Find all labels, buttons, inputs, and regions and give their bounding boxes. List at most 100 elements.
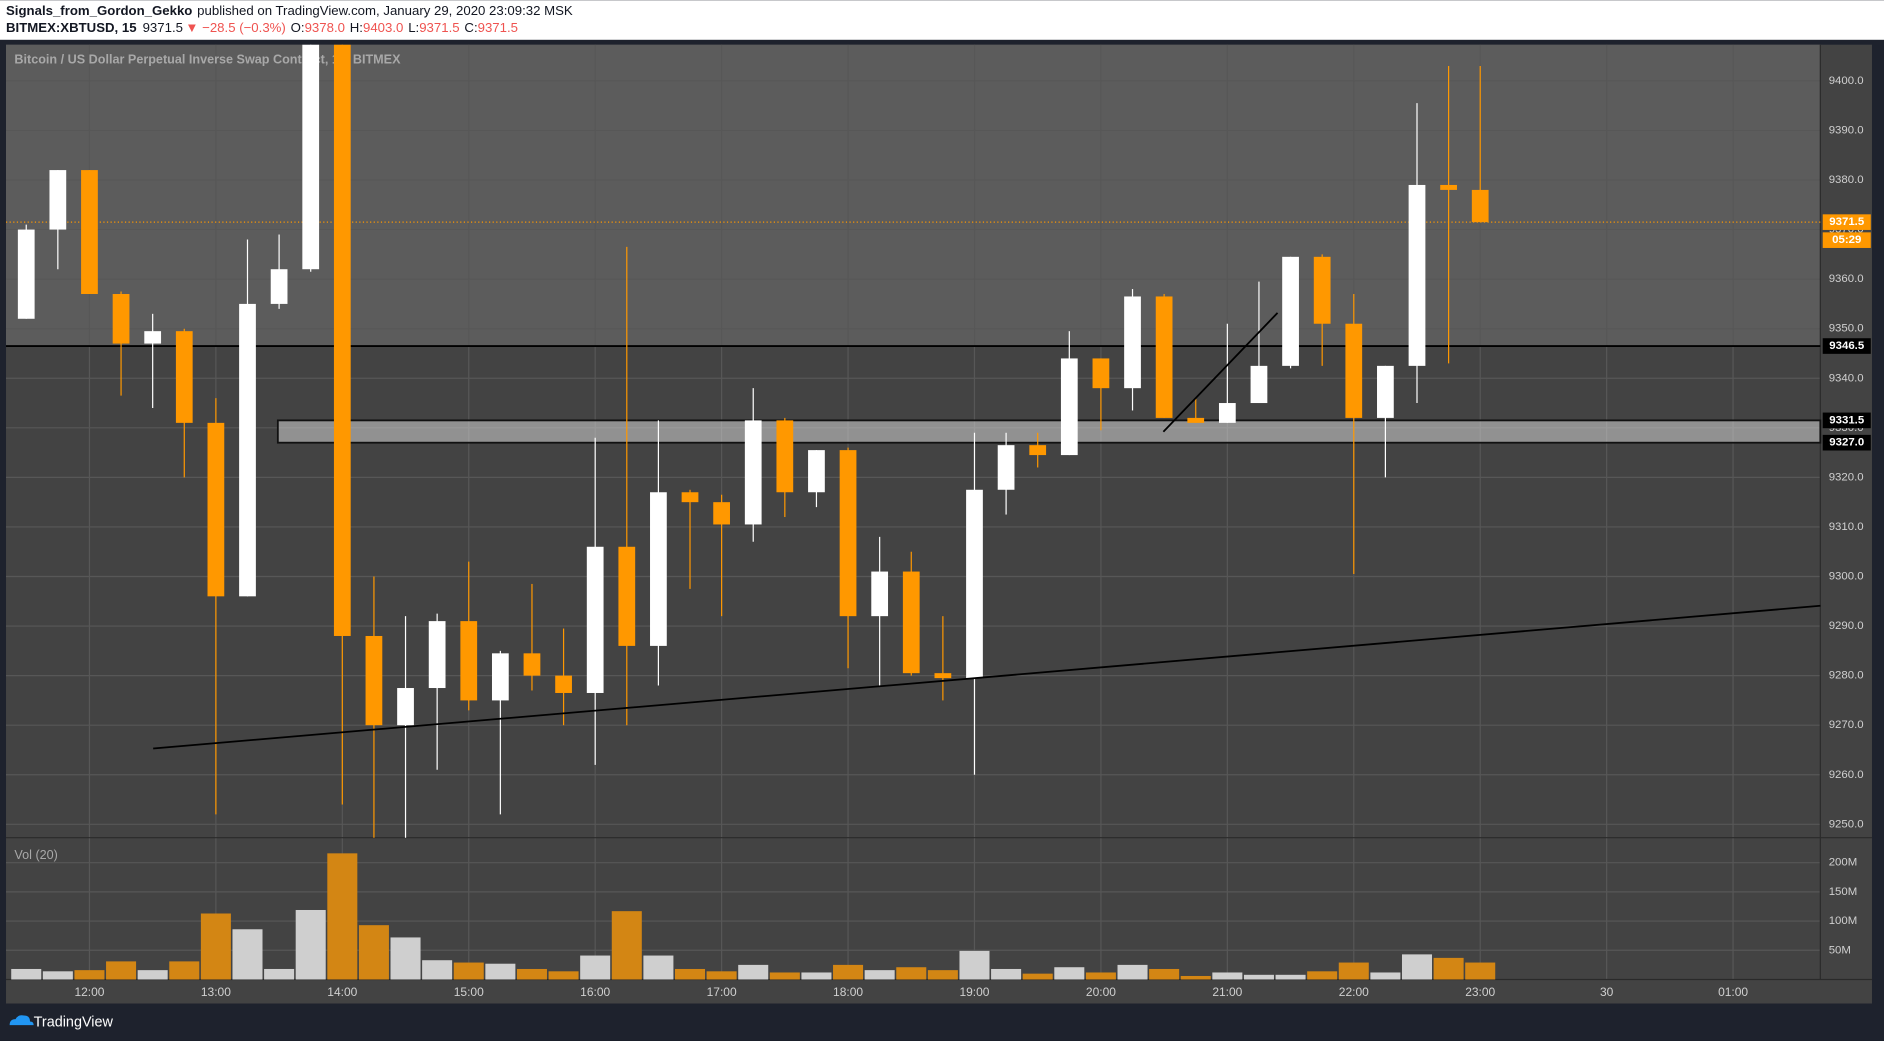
volume-bar [706, 971, 737, 980]
candle-body [302, 44, 320, 270]
volume-bar [453, 962, 484, 980]
volume-tick-label: 200M [1829, 857, 1858, 869]
candle-body [1313, 256, 1331, 324]
change: ▼ −28.5 (−0.3%) [185, 21, 285, 36]
candle-body [428, 621, 446, 689]
close: 9371.5 [478, 21, 518, 36]
x-tick-label: 13:00 [201, 985, 231, 999]
volume-bar [959, 950, 990, 980]
trendline [153, 604, 1821, 750]
candle-body [239, 303, 256, 597]
volume-bar [833, 964, 864, 980]
c-label: C: [464, 21, 477, 36]
volume-bar [1243, 974, 1274, 980]
y-tick-label: 9280.0 [1829, 670, 1864, 682]
price: 9371.5 [143, 21, 183, 36]
volume-bar [327, 853, 358, 980]
horizontal-line-label-bg [1822, 338, 1871, 354]
plot: 12:00 13:00 14:00 15:00 16:00 17:00 18:00 19:00… [6, 44, 1872, 999]
candle-body [1029, 445, 1047, 456]
candle-body [1408, 184, 1426, 366]
candle-body [1282, 256, 1299, 366]
x-tick-label: 16:00 [580, 985, 610, 999]
candle-body [650, 492, 667, 646]
zone [276, 419, 1822, 444]
volume-bar [200, 913, 231, 980]
candle-body [1471, 189, 1489, 223]
candle-body [871, 571, 889, 617]
zone-low-label-bg [1822, 434, 1871, 451]
candle-body [1155, 296, 1173, 418]
volume-bar [232, 929, 263, 980]
volume-bar [358, 925, 389, 980]
header-line-2: BITMEX:XBTUSD, 15 9371.5 ▼ −28.5 (−0.3%) O:… [6, 21, 518, 36]
volume-bar [264, 968, 295, 980]
volume-bar [1401, 954, 1433, 980]
candle-body [966, 489, 983, 679]
volume-tick-label: 100M [1829, 915, 1858, 927]
l-label: L: [408, 21, 419, 36]
candle-body [523, 653, 541, 676]
candle-body [112, 293, 130, 344]
candle-body [175, 331, 193, 423]
y-tick-label: 9250.0 [1829, 818, 1864, 830]
y-tick-label: 9270.0 [1829, 719, 1864, 731]
volume-bar [390, 937, 421, 980]
countdown-label: 05:29 [1832, 234, 1861, 246]
candle-body [997, 445, 1015, 490]
x-tick-label: 18:00 [833, 985, 863, 999]
volume-bar [738, 964, 769, 980]
candle-body [333, 44, 351, 636]
author: Signals_from_Gordon_Gekko [6, 4, 192, 19]
candle-body [902, 571, 920, 674]
volume-bar [1370, 972, 1401, 980]
volume-bar [11, 968, 42, 980]
volume-bar [42, 971, 73, 980]
candle-body [144, 331, 162, 344]
header-bg [0, 0, 1884, 40]
last-price-label: 9371.5 [1829, 216, 1865, 228]
high: 9403.0 [363, 21, 403, 36]
volume-bar [1022, 973, 1053, 980]
x-tick-label: 19:00 [959, 985, 989, 999]
y-tick-label: 9360.0 [1829, 273, 1864, 285]
x-tick-label: 20:00 [1086, 985, 1116, 999]
volume-tick-label: 50M [1829, 944, 1851, 956]
candle-body [681, 492, 699, 503]
o-label: O: [291, 21, 305, 36]
volume-bar [106, 961, 137, 980]
horizontal-line-label: 9346.5 [1829, 340, 1865, 352]
y-tick-label: 9350.0 [1829, 323, 1864, 335]
candle-body [744, 420, 762, 525]
x-tick-label: 21:00 [1212, 985, 1242, 999]
candle-body [1250, 365, 1268, 404]
volume-tick-label: 150M [1829, 886, 1858, 898]
candle-body [397, 688, 414, 726]
header-line-1: Signals_from_Gordon_Gekko published on Tr… [6, 4, 573, 19]
candle-body [1124, 296, 1141, 389]
low: 9371.5 [419, 21, 459, 36]
volume-bar [864, 970, 895, 980]
published: published on TradingView.com, January 29… [197, 4, 573, 19]
candle-body [776, 420, 794, 493]
candle-body [808, 450, 825, 493]
y-tick-label: 9260.0 [1829, 769, 1864, 781]
volume-bar [516, 968, 547, 980]
volume-bar [643, 955, 674, 980]
volume-bar [422, 960, 453, 980]
countdown-label-bg [1822, 232, 1871, 248]
x-tick-label: 30 [1600, 985, 1614, 999]
zone-low-label: 9327.0 [1829, 437, 1864, 449]
volume-bar [611, 911, 642, 980]
volume-bar [896, 967, 927, 980]
volume-bar [137, 970, 168, 980]
volume-bar [1212, 972, 1243, 980]
candle-body [460, 621, 478, 701]
brand[interactable]: TradingView [34, 1015, 114, 1031]
candle-body [270, 269, 288, 304]
candle-body [17, 229, 35, 319]
volume-bar [1433, 957, 1464, 980]
candle-body [491, 653, 509, 701]
candle-body [1092, 358, 1110, 389]
